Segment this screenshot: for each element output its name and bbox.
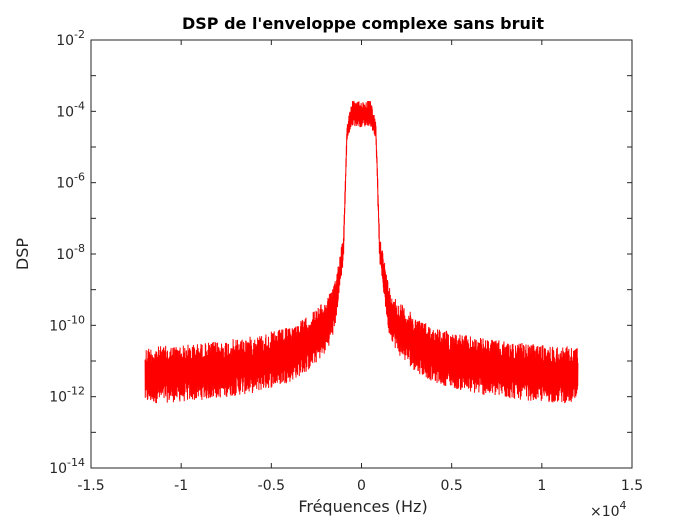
x-tick-label: 0 <box>357 478 366 494</box>
x-exponent-power: 4 <box>620 499 627 512</box>
y-tick-label: 10-4 <box>56 99 85 120</box>
series-layer <box>144 100 579 404</box>
y-tick-power: -8 <box>74 242 85 255</box>
y-tick-base: 10 <box>49 461 67 477</box>
y-tick-power: -2 <box>74 28 85 41</box>
chart-title: DSP de l'enveloppe complexe sans bruit <box>182 14 544 33</box>
y-tick-base: 10 <box>56 176 74 192</box>
y-tick-base: 10 <box>49 318 67 334</box>
x-axis-exponent: ×104 <box>590 499 627 520</box>
y-tick-power: -12 <box>67 385 85 398</box>
y-axis-label: DSP <box>13 238 32 270</box>
y-tick-base: 10 <box>56 247 74 263</box>
y-tick-label: 10-2 <box>56 28 85 49</box>
y-tick-base: 10 <box>56 33 74 49</box>
y-tick-label: 10-6 <box>56 171 85 192</box>
y-tick-label: 10-10 <box>49 313 85 334</box>
x-tick-label: -1.5 <box>77 478 104 494</box>
y-tick-base: 10 <box>56 104 74 120</box>
x-tick-label: 1 <box>537 478 546 494</box>
x-tick-label: -1 <box>174 478 188 494</box>
y-tick-label: 10-14 <box>49 456 85 477</box>
x-axis-label: Fréquences (Hz) <box>298 497 427 516</box>
y-tick-power: -6 <box>74 171 85 184</box>
psd-series-line <box>144 100 579 404</box>
y-tick-power: -10 <box>67 313 85 326</box>
y-tick-base: 10 <box>49 390 67 406</box>
plot-area <box>90 39 633 469</box>
y-tick-label: 10-8 <box>56 242 85 263</box>
x-tick-label: 1.5 <box>621 478 643 494</box>
x-tick-label: -0.5 <box>258 478 285 494</box>
y-tick-power: -14 <box>67 456 85 469</box>
x-axis: -1.5 -1 -0.5 0 0.5 1 1.5 <box>77 40 643 494</box>
x-tick-label: 0.5 <box>441 478 463 494</box>
x-exponent-base: ×10 <box>590 504 620 520</box>
y-tick-power: -4 <box>74 99 85 112</box>
y-tick-label: 10-12 <box>49 385 85 406</box>
